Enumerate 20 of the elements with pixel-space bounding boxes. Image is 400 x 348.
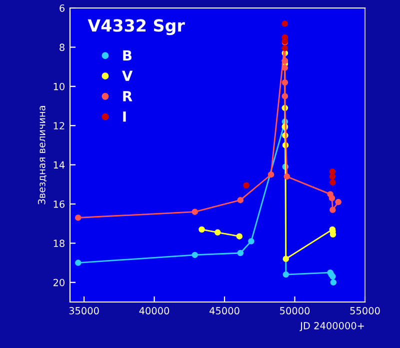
y-axis-title: Звездная величина [38, 106, 47, 204]
legend-label: R [123, 91, 132, 102]
y-tick-label: 20 [53, 278, 64, 286]
y-tick-label: 16 [54, 200, 65, 208]
x-tick-label: 40000 [139, 307, 170, 314]
y-tick-label: 6 [60, 4, 65, 12]
x-tick-label: 45000 [210, 307, 240, 314]
x-tick-label: 35000 [69, 307, 99, 314]
x-tick-label: 50000 [280, 307, 310, 314]
y-tick-label: 10 [54, 82, 64, 90]
y-tick-label: 18 [54, 240, 64, 248]
legend-label: V [122, 70, 133, 81]
x-axis-title: JD 2400000+ [300, 322, 364, 332]
y-tick-label: 12 [54, 122, 64, 130]
text: V4332 Sgr [88, 19, 185, 36]
y-tick-label: 8 [60, 44, 64, 52]
x-tick-label: 55000 [350, 307, 380, 314]
legend-label: I [123, 111, 126, 122]
legend-label: B [123, 50, 132, 60]
y-tick-label: 14 [54, 161, 65, 168]
